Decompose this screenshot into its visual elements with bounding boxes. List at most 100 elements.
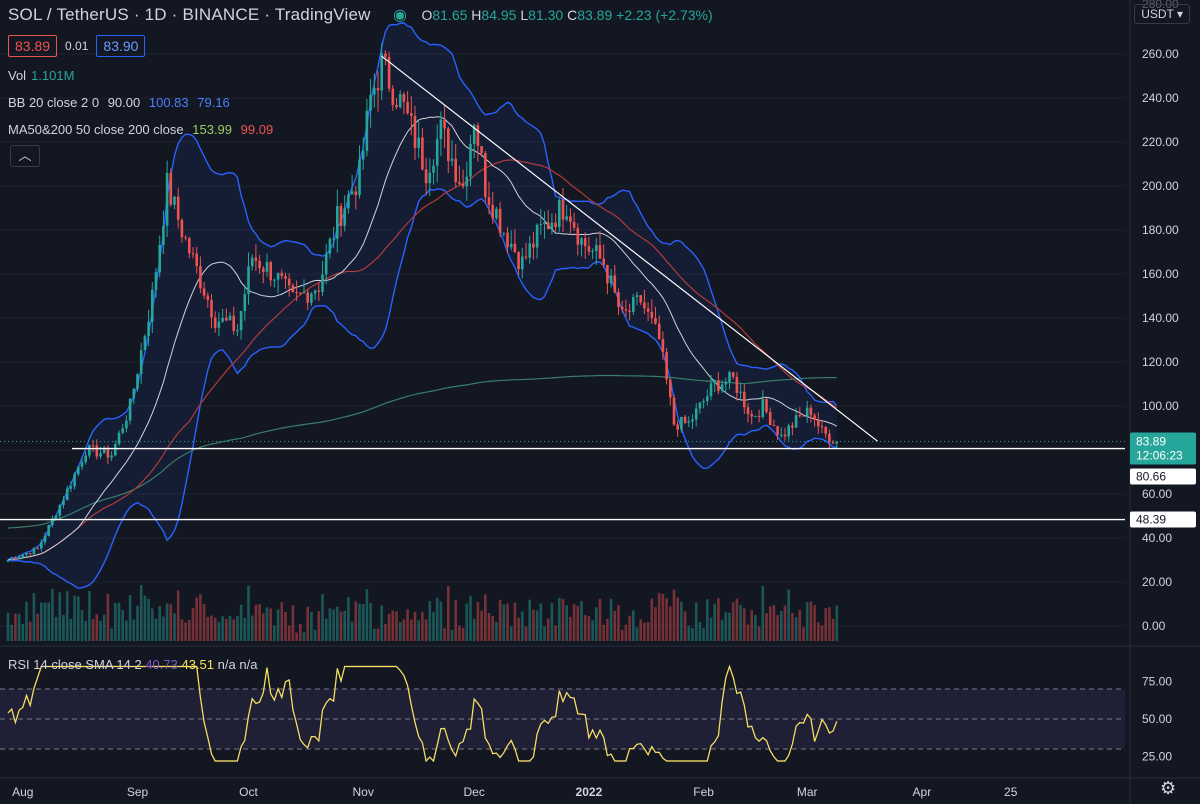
candle-body	[613, 275, 617, 293]
vol-legend[interactable]: Vol 1.101M	[8, 68, 75, 83]
volume-bar	[136, 605, 139, 641]
currency-selector[interactable]: USDT ▾	[1134, 4, 1190, 24]
candle-body	[680, 416, 683, 430]
candle-body	[173, 196, 176, 205]
volume-bar	[454, 599, 457, 641]
rsi-pane	[0, 645, 1200, 763]
candle-body	[239, 310, 243, 331]
candle-body	[143, 336, 147, 351]
volume-bar	[250, 615, 254, 641]
buy-button[interactable]: 83.90	[96, 35, 146, 57]
volume-bar	[820, 625, 824, 641]
candle-body	[317, 290, 321, 292]
candle-body	[447, 128, 450, 162]
candle-body	[106, 447, 110, 458]
candle-body	[543, 222, 546, 224]
candle-body	[73, 474, 76, 487]
volume-bar	[606, 618, 609, 641]
candle-body	[802, 415, 805, 417]
candle-body	[654, 318, 657, 324]
bb-lower-value: 79.16	[197, 95, 230, 110]
volume-bar	[739, 605, 742, 641]
volume-bar	[258, 604, 261, 641]
candle-body	[820, 426, 824, 428]
volume-bar	[421, 611, 424, 641]
candle-body	[114, 444, 117, 456]
volume-bar	[824, 608, 827, 641]
candle-body	[754, 416, 757, 418]
collapse-legend-button[interactable]: ︿	[10, 145, 40, 167]
candle-body	[694, 408, 698, 420]
volume-bar	[47, 602, 50, 641]
volume-bar	[54, 617, 58, 641]
volume-bar	[232, 619, 235, 641]
volume-bar	[262, 613, 265, 641]
spread-value: 0.01	[65, 39, 89, 53]
volume-bar	[295, 632, 298, 641]
candle-body	[720, 384, 724, 391]
candle-body	[243, 294, 247, 311]
volume-bar	[180, 619, 184, 641]
candle-body	[521, 256, 524, 270]
volume-bar	[509, 626, 513, 641]
candle-body	[743, 391, 746, 408]
settings-gear-icon[interactable]: ⚙	[1160, 778, 1177, 798]
rsi-legend[interactable]: RSI 14 close SMA 14 2 40.73 43.51 n/a n/…	[8, 657, 258, 672]
candle-body	[65, 488, 69, 501]
candle-body	[206, 295, 210, 300]
volume-bar	[443, 628, 446, 641]
ohlc-readout: O81.65 H84.95 L81.30 C83.89 +2.23 (+2.73…	[421, 7, 713, 23]
candle-body	[199, 266, 202, 289]
level1-badge: 80.66	[1130, 468, 1196, 485]
volume-bar	[236, 616, 239, 641]
candles	[6, 42, 839, 563]
candle-body	[180, 219, 184, 238]
candle-body	[487, 197, 491, 205]
bb-legend[interactable]: BB 20 close 2 0 90.00 100.83 79.16	[8, 95, 230, 110]
volume-bar	[239, 604, 243, 641]
volume-bar	[162, 616, 165, 641]
volume-bar	[521, 611, 524, 641]
volume-bar	[546, 618, 550, 641]
ma-legend[interactable]: MA50&200 50 close 200 close 153.99 99.09	[8, 122, 274, 137]
candle-body	[28, 553, 32, 555]
volume-bar	[332, 609, 335, 641]
candle-body	[591, 250, 594, 252]
volume-bar	[817, 622, 820, 641]
candle-body	[373, 88, 376, 95]
volume-bar	[676, 597, 679, 641]
volume-bar	[583, 615, 587, 641]
symbol-title[interactable]: SOL / TetherUS · 1D · BINANCE · TradingV…	[8, 5, 371, 24]
candle-body	[620, 307, 624, 310]
candle-body	[761, 398, 765, 417]
candle-body	[225, 317, 228, 321]
volume-bar	[299, 623, 302, 641]
volume-bar	[336, 606, 339, 641]
volume-bar	[672, 589, 676, 641]
candle-body	[517, 252, 520, 270]
candle-body	[165, 172, 169, 226]
last-price-badge-bg	[1130, 432, 1196, 465]
candle-body	[40, 542, 43, 549]
price-axis: 280.00 260.00 240.00 220.00 200.00 180.00 160.…	[1129, 0, 1179, 804]
rsi-value: 40.73	[145, 657, 178, 672]
candle-body	[687, 421, 691, 423]
candle-body	[628, 310, 631, 312]
volume-bar	[176, 590, 180, 641]
candle-body	[58, 505, 62, 516]
candle-body	[595, 245, 598, 251]
volume-bar	[291, 605, 295, 641]
candle-body	[332, 238, 335, 240]
candle-body	[717, 380, 720, 391]
volume-bar	[754, 615, 757, 641]
volume-bar	[32, 593, 36, 641]
time-tick-label: 2022	[576, 785, 603, 799]
volume-bar	[802, 626, 805, 641]
candle-body	[609, 275, 613, 284]
volume-bar	[465, 603, 469, 641]
candle-body	[51, 518, 54, 526]
sell-button[interactable]: 83.89	[8, 35, 58, 57]
volume-bar	[639, 619, 642, 641]
candle-body	[176, 196, 180, 220]
